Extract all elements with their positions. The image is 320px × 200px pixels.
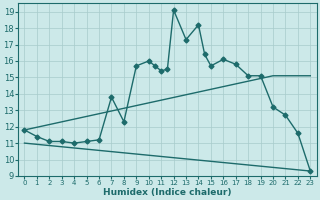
X-axis label: Humidex (Indice chaleur): Humidex (Indice chaleur) (103, 188, 232, 197)
